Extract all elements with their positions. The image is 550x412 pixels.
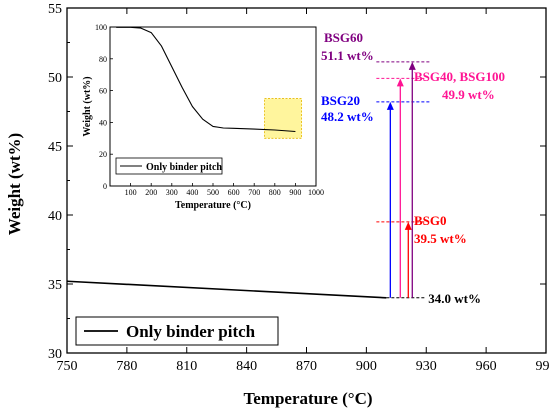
- inset-highlight-box: [264, 98, 302, 139]
- annotation-arrow-head: [386, 101, 394, 110]
- y-tick-label: 45: [48, 140, 62, 155]
- inset-y-tick-label: 0: [103, 182, 107, 191]
- main-plot-area: 750 780 810 840 870 900 930 960 990 30 35 40 45 50 55 3…: [48, 2, 550, 374]
- annotation-value: 51.1 wt%: [321, 48, 374, 63]
- annotation-arrow-head: [404, 221, 412, 230]
- inset-x-tick-label: 1000: [308, 188, 324, 197]
- inset-x-tick-label: 900: [289, 188, 301, 197]
- inset-y-axis-title: Weight (wt%): [82, 76, 93, 136]
- inset-x-tick-label: 100: [125, 188, 137, 197]
- inset-y-tick-label: 20: [99, 150, 107, 159]
- inset-x-tick-label: 200: [145, 188, 157, 197]
- x-tick-label: 780: [116, 359, 137, 374]
- annotation-name: BSG0: [414, 213, 447, 228]
- y-axis-title: Weight (wt%): [5, 133, 24, 235]
- annotation-value: 49.9 wt%: [442, 87, 495, 102]
- x-tick-label: 840: [236, 359, 257, 374]
- inset-y-tick-label: 80: [99, 55, 107, 64]
- inset-series-line: [116, 26, 296, 133]
- annotation-value: 48.2 wt%: [321, 109, 374, 124]
- inset-y-tick-label: 100: [95, 23, 107, 32]
- inset-x-tick-label: 300: [166, 188, 178, 197]
- inset-y-tick-label: 40: [99, 118, 107, 127]
- inset-x-tick-label: 800: [269, 188, 281, 197]
- y-tick-label: 40: [48, 209, 62, 224]
- inset-chart: 100 200 300 400 500 600 700 800 900 1000 0 20 40 60 80…: [82, 23, 324, 211]
- legend-label: Only binder pitch: [126, 322, 256, 341]
- y-tick-label: 50: [48, 71, 62, 86]
- series-line: [66, 280, 387, 299]
- inset-legend-label: Only binder pitch: [146, 162, 222, 173]
- x-tick-label: 960: [476, 359, 497, 374]
- annotation-name: BSG40, BSG100: [414, 69, 505, 84]
- inset-x-axis-title: Temperature (°C): [175, 200, 251, 211]
- annotation-value: 39.5 wt%: [414, 231, 467, 246]
- y-tick-label: 55: [48, 2, 62, 17]
- x-tick-label: 900: [356, 359, 377, 374]
- x-tick-label: 810: [176, 359, 197, 374]
- annotation-arrow-head: [408, 61, 416, 70]
- annotation-name: BSG60: [324, 30, 363, 45]
- x-tick-label: 930: [416, 359, 437, 374]
- x-tick-label: 870: [296, 359, 317, 374]
- annotation-arrow-head: [396, 78, 404, 87]
- base-value-label: 34.0 wt%: [428, 291, 481, 306]
- y-tick-label: 30: [48, 347, 62, 362]
- inset-y-tick-label: 60: [99, 87, 107, 96]
- x-axis-title: Temperature (°C): [243, 389, 372, 408]
- annotation-name: BSG20: [321, 93, 360, 108]
- legend: Only binder pitch: [75, 316, 279, 346]
- inset-x-tick-label: 400: [186, 188, 198, 197]
- inset-x-tick-label: 700: [248, 188, 260, 197]
- y-tick-label: 35: [48, 278, 62, 293]
- inset-x-tick-label: 500: [207, 188, 219, 197]
- inset-x-tick-label: 600: [228, 188, 240, 197]
- inset-legend-box: [115, 157, 223, 175]
- x-tick-label: 990: [536, 359, 550, 374]
- x-tick-label: 750: [57, 359, 78, 374]
